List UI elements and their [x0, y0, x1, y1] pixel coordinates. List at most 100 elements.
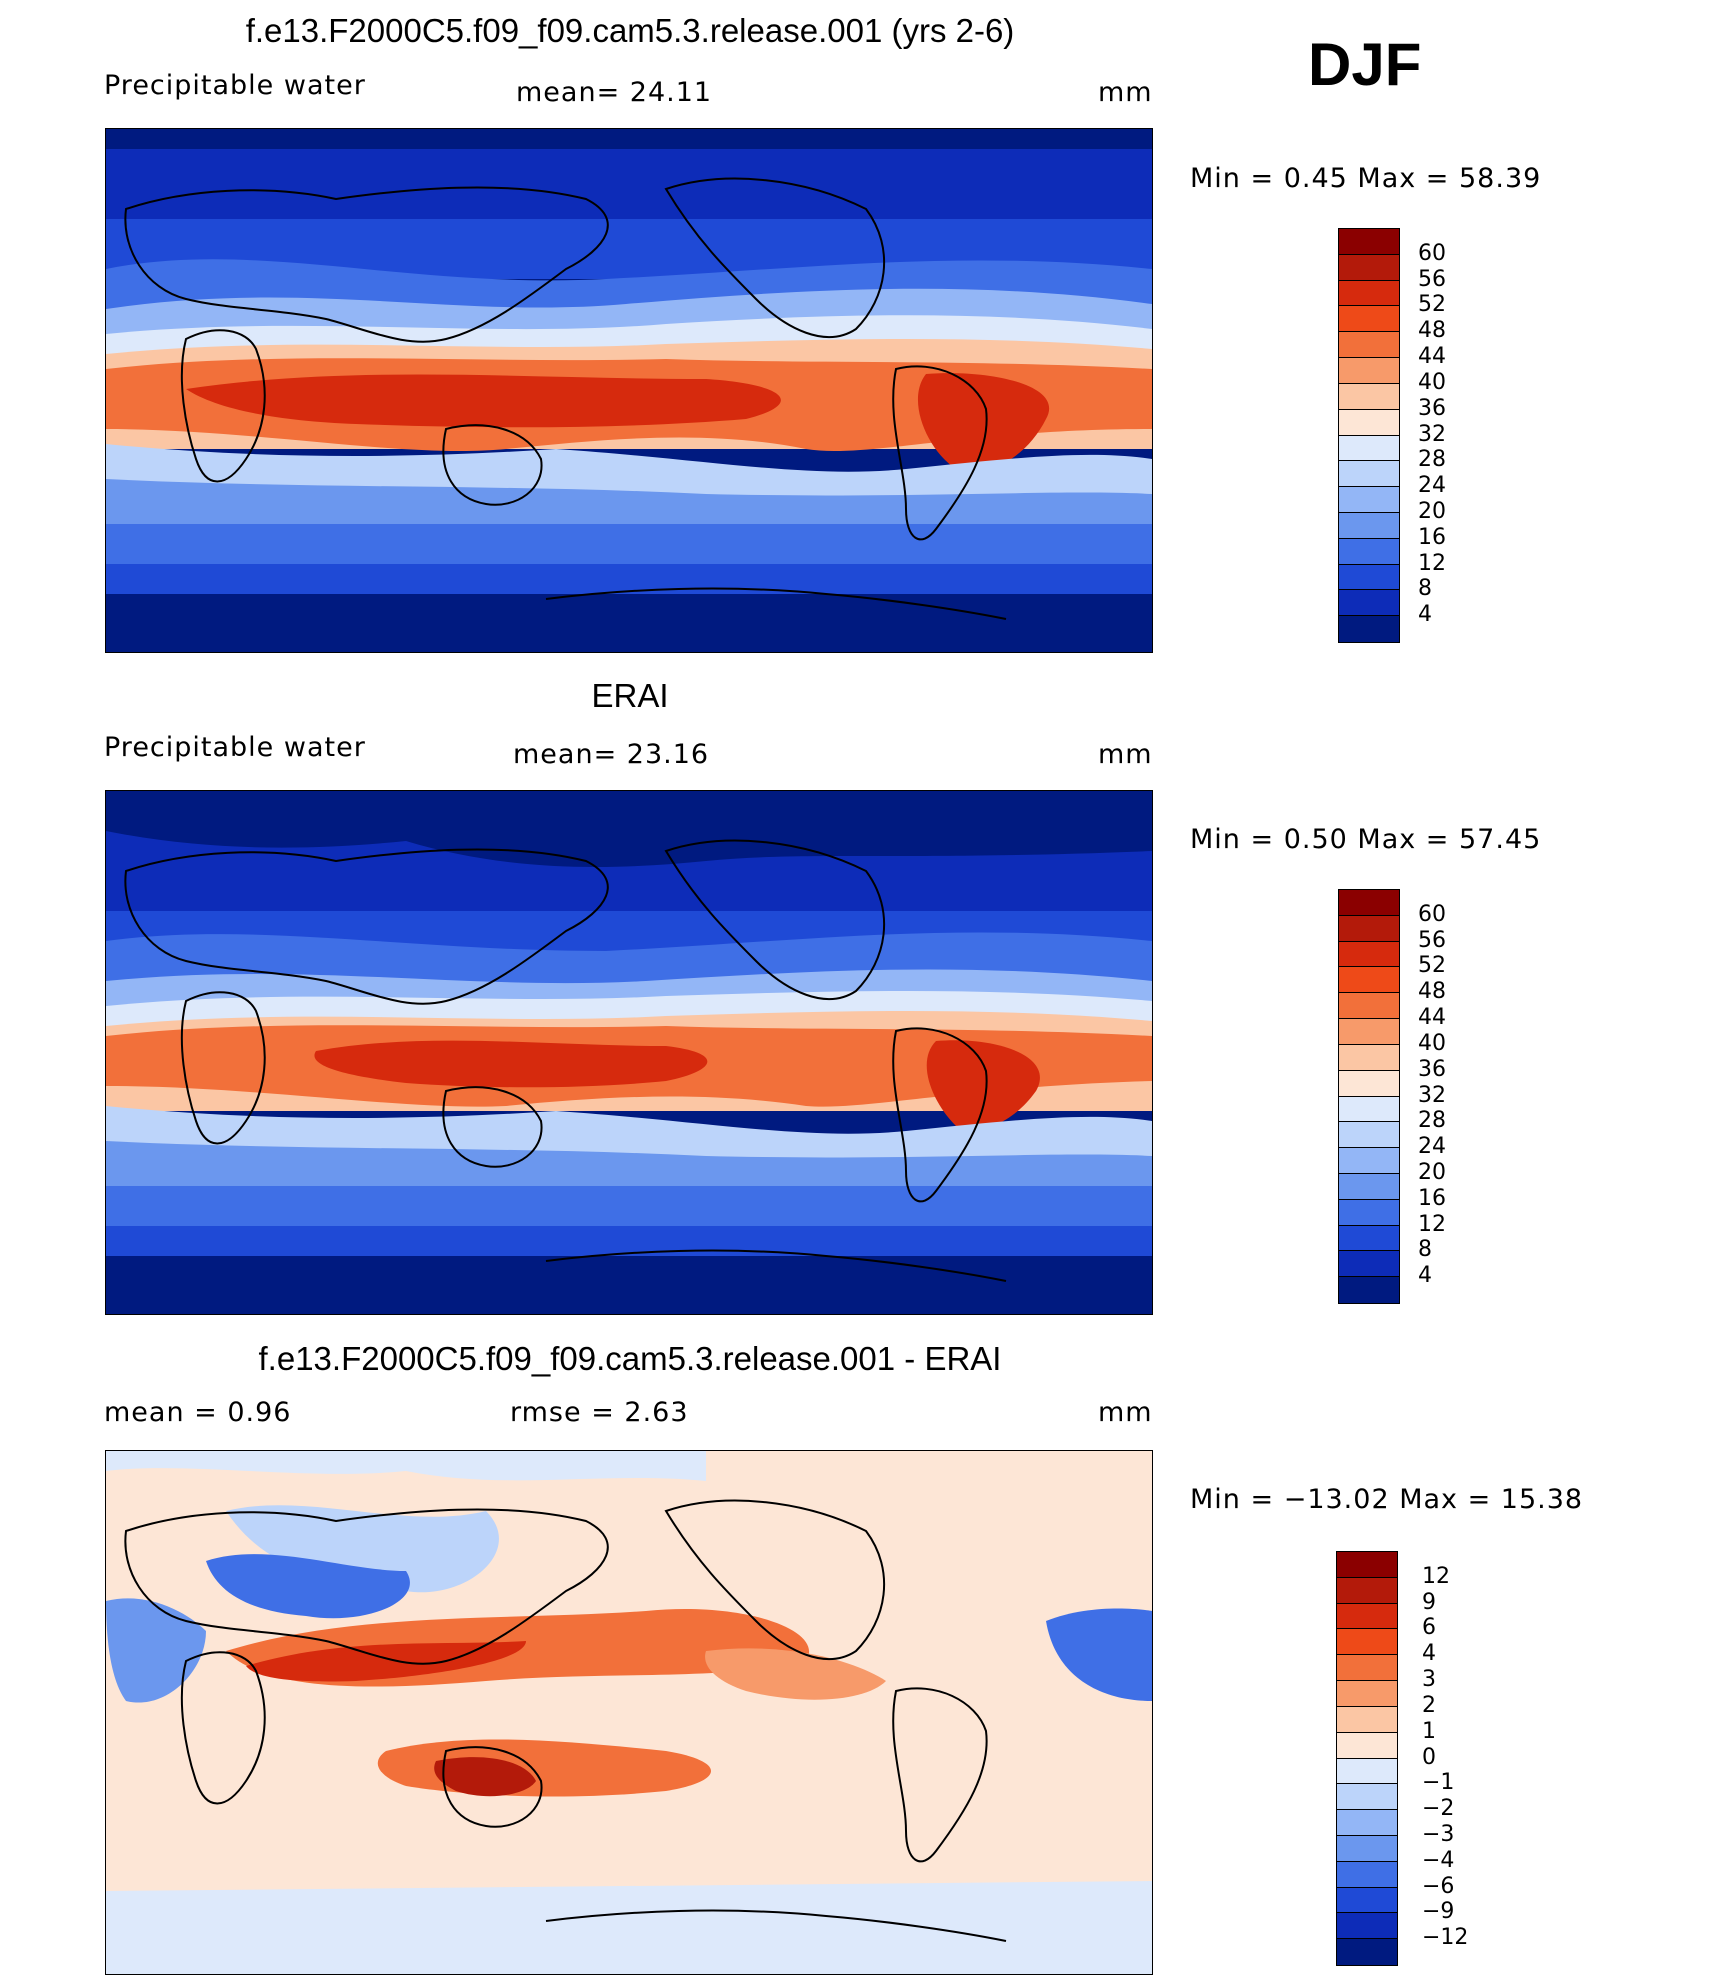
season-label: DJF: [1308, 31, 1422, 98]
colorbar-tick-label: 4: [1422, 1641, 1436, 1667]
colorbar-swatch: [1337, 1835, 1397, 1862]
colorbar-tick-label: −2: [1422, 1796, 1455, 1822]
colorbar-tick-label: 9: [1422, 1589, 1436, 1615]
colorbar-swatch: [1339, 1199, 1399, 1226]
colorbar-tick-label: 44: [1418, 344, 1446, 370]
panel2-minmax: Min = 0.50 Max = 57.45: [1190, 824, 1542, 855]
colorbar-swatch: [1339, 564, 1399, 591]
colorbar-swatch: [1339, 538, 1399, 565]
colorbar-tick-label: 48: [1418, 979, 1446, 1005]
colorbar-swatch: [1339, 915, 1399, 942]
colorbar-swatch: [1339, 590, 1399, 617]
colorbar-tick-label: 28: [1418, 447, 1446, 473]
colorbar-tick-label: 12: [1418, 1211, 1446, 1237]
colorbar-tick-label: 12: [1418, 550, 1446, 576]
panel3-units: mm: [1098, 1397, 1153, 1428]
panel2-title: ERAI: [591, 677, 669, 714]
colorbar-swatch: [1337, 1810, 1397, 1836]
colorbar-tick-label: 20: [1418, 1159, 1446, 1185]
colorbar-tick-label: 32: [1418, 1082, 1446, 1108]
colorbar-tick-label: 60: [1418, 901, 1446, 927]
panel2-mean-label: mean= 23.16: [513, 739, 710, 770]
colorbar-swatch: [1337, 1861, 1397, 1888]
colorbar-swatch: [1337, 1706, 1397, 1733]
colorbar-tick-label: −4: [1422, 1847, 1455, 1873]
colorbar-swatch: [1337, 1629, 1397, 1656]
colorbar-tick-label: 52: [1418, 953, 1446, 979]
colorbar-tick-label: 2: [1422, 1692, 1436, 1718]
panel3-title: f.e13.F2000C5.f09_f09.cam5.3.release.001…: [258, 1340, 1002, 1377]
colorbar-tick-label: 3: [1422, 1667, 1436, 1693]
colorbar-swatch: [1339, 306, 1399, 333]
colorbar-swatch: [1339, 1122, 1399, 1149]
colorbar-tick-label: 40: [1418, 1030, 1446, 1056]
colorbar-swatch: [1339, 890, 1399, 916]
colorbar-tick-label: 24: [1418, 473, 1446, 499]
panel1-mean-label: mean= 24.11: [516, 77, 713, 108]
colorbar-tick-label: −3: [1422, 1821, 1455, 1847]
colorbar-swatch: [1339, 358, 1399, 384]
colorbar-tick-label: 36: [1418, 395, 1446, 421]
colorbar-swatch: [1339, 280, 1399, 307]
colorbar-swatch: [1339, 1070, 1399, 1097]
colorbar-swatch: [1337, 1887, 1397, 1914]
panel2-colorbar: [1338, 889, 1400, 1304]
panel2-map: [105, 790, 1153, 1315]
colorbar-tick-label: 1: [1422, 1718, 1436, 1744]
panel1-map: [105, 128, 1153, 653]
colorbar-tick-label: 0: [1422, 1744, 1436, 1770]
colorbar-swatch: [1337, 1552, 1397, 1578]
colorbar-tick-label: 52: [1418, 292, 1446, 318]
panel3-rmse-label: rmse = 2.63: [510, 1397, 689, 1428]
panel3-map: [105, 1450, 1153, 1975]
panel3-minmax: Min = −13.02 Max = 15.38: [1190, 1484, 1584, 1515]
colorbar-swatch: [1339, 1225, 1399, 1252]
panel2-variable-label: Precipitable water: [104, 732, 366, 763]
colorbar-swatch: [1337, 1758, 1397, 1785]
colorbar-tick-label: 32: [1418, 421, 1446, 447]
colorbar-swatch: [1339, 1251, 1399, 1278]
colorbar-swatch: [1339, 1148, 1399, 1174]
colorbar-swatch: [1339, 409, 1399, 436]
colorbar-swatch: [1339, 1044, 1399, 1071]
colorbar-swatch: [1339, 616, 1399, 642]
colorbar-tick-label: 36: [1418, 1056, 1446, 1082]
colorbar-swatch: [1337, 1681, 1397, 1707]
colorbar-swatch: [1337, 1784, 1397, 1811]
panel3-colorbar: [1336, 1551, 1398, 1966]
colorbar-tick-label: 24: [1418, 1134, 1446, 1160]
colorbar-tick-label: 60: [1418, 240, 1446, 266]
colorbar-tick-label: −1: [1422, 1770, 1455, 1796]
colorbar-tick-label: 56: [1418, 266, 1446, 292]
colorbar-swatch: [1339, 967, 1399, 994]
panel1-variable-label: Precipitable water: [104, 70, 366, 101]
colorbar-tick-label: 16: [1418, 524, 1446, 550]
colorbar-tick-label: 48: [1418, 318, 1446, 344]
colorbar-swatch: [1337, 1732, 1397, 1759]
panel1-minmax: Min = 0.45 Max = 58.39: [1190, 163, 1542, 194]
colorbar-tick-label: 4: [1418, 602, 1432, 628]
colorbar-swatch: [1339, 512, 1399, 539]
colorbar-tick-label: −9: [1422, 1899, 1455, 1925]
colorbar-tick-label: 44: [1418, 1005, 1446, 1031]
colorbar-tick-label: 16: [1418, 1185, 1446, 1211]
colorbar-swatch: [1339, 461, 1399, 488]
colorbar-swatch: [1339, 1277, 1399, 1303]
colorbar-tick-label: −12: [1422, 1925, 1469, 1951]
colorbar-tick-label: 12: [1422, 1563, 1450, 1589]
colorbar-swatch: [1337, 1913, 1397, 1940]
colorbar-swatch: [1339, 487, 1399, 513]
colorbar-swatch: [1339, 229, 1399, 255]
colorbar-tick-label: 40: [1418, 369, 1446, 395]
colorbar-swatch: [1337, 1603, 1397, 1630]
colorbar-swatch: [1339, 332, 1399, 359]
colorbar-swatch: [1339, 435, 1399, 462]
colorbar-swatch: [1337, 1577, 1397, 1604]
colorbar-tick-label: 8: [1418, 576, 1432, 602]
panel1-units: mm: [1098, 77, 1153, 108]
panel1-title: f.e13.F2000C5.f09_f09.cam5.3.release.001…: [245, 12, 1015, 49]
colorbar-tick-label: −6: [1422, 1873, 1455, 1899]
panel1-colorbar: [1338, 228, 1400, 643]
colorbar-swatch: [1337, 1655, 1397, 1682]
colorbar-tick-label: 4: [1418, 1263, 1432, 1289]
